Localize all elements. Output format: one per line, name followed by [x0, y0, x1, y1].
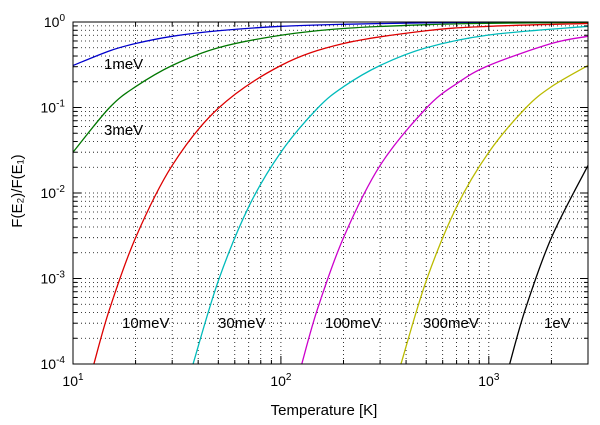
y-axis-label: F(E₂)/F(E₁)	[9, 154, 26, 227]
curve-label-100mev: 100meV	[325, 315, 381, 332]
series-line-1ev	[509, 165, 589, 365]
curve-label-30mev: 30meV	[218, 315, 266, 332]
series-line-300mev	[400, 64, 589, 365]
curves	[72, 21, 589, 365]
y-tick-label: 10-2	[41, 184, 66, 201]
x-tick-label: 103	[478, 372, 500, 389]
y-tick-label: 10-1	[41, 99, 66, 116]
y-tick-label: 10-4	[41, 355, 66, 372]
ticks	[72, 21, 589, 365]
series-line-100mev	[301, 35, 589, 365]
x-axis-label: Temperature [K]	[271, 402, 378, 419]
series-line-30mev	[192, 25, 589, 365]
series-line-10mev	[93, 22, 589, 365]
x-tick-label: 102	[270, 372, 292, 389]
curve-label-1ev: 1eV	[544, 315, 571, 332]
y-tick-label: 100	[44, 13, 66, 30]
curve-label-300mev: 300meV	[423, 315, 479, 332]
x-tick-label: 101	[62, 372, 84, 389]
curve-label-10mev: 10meV	[122, 315, 170, 332]
grid	[73, 22, 588, 364]
plot-frame	[72, 21, 589, 365]
curve-label-1mev: 1meV	[104, 56, 143, 73]
curve-label-3mev: 3meV	[104, 122, 143, 139]
y-tick-label: 10-3	[41, 270, 66, 287]
curve-labels: 1meV 3meV 10meV 30meV 100meV 300meV 1eV	[104, 56, 571, 332]
series-line-3mev	[72, 21, 589, 153]
tick-labels: 101 102 103 10-4 10-3 10-2 10-1 100	[41, 13, 500, 389]
series-line-1mev	[72, 21, 589, 67]
